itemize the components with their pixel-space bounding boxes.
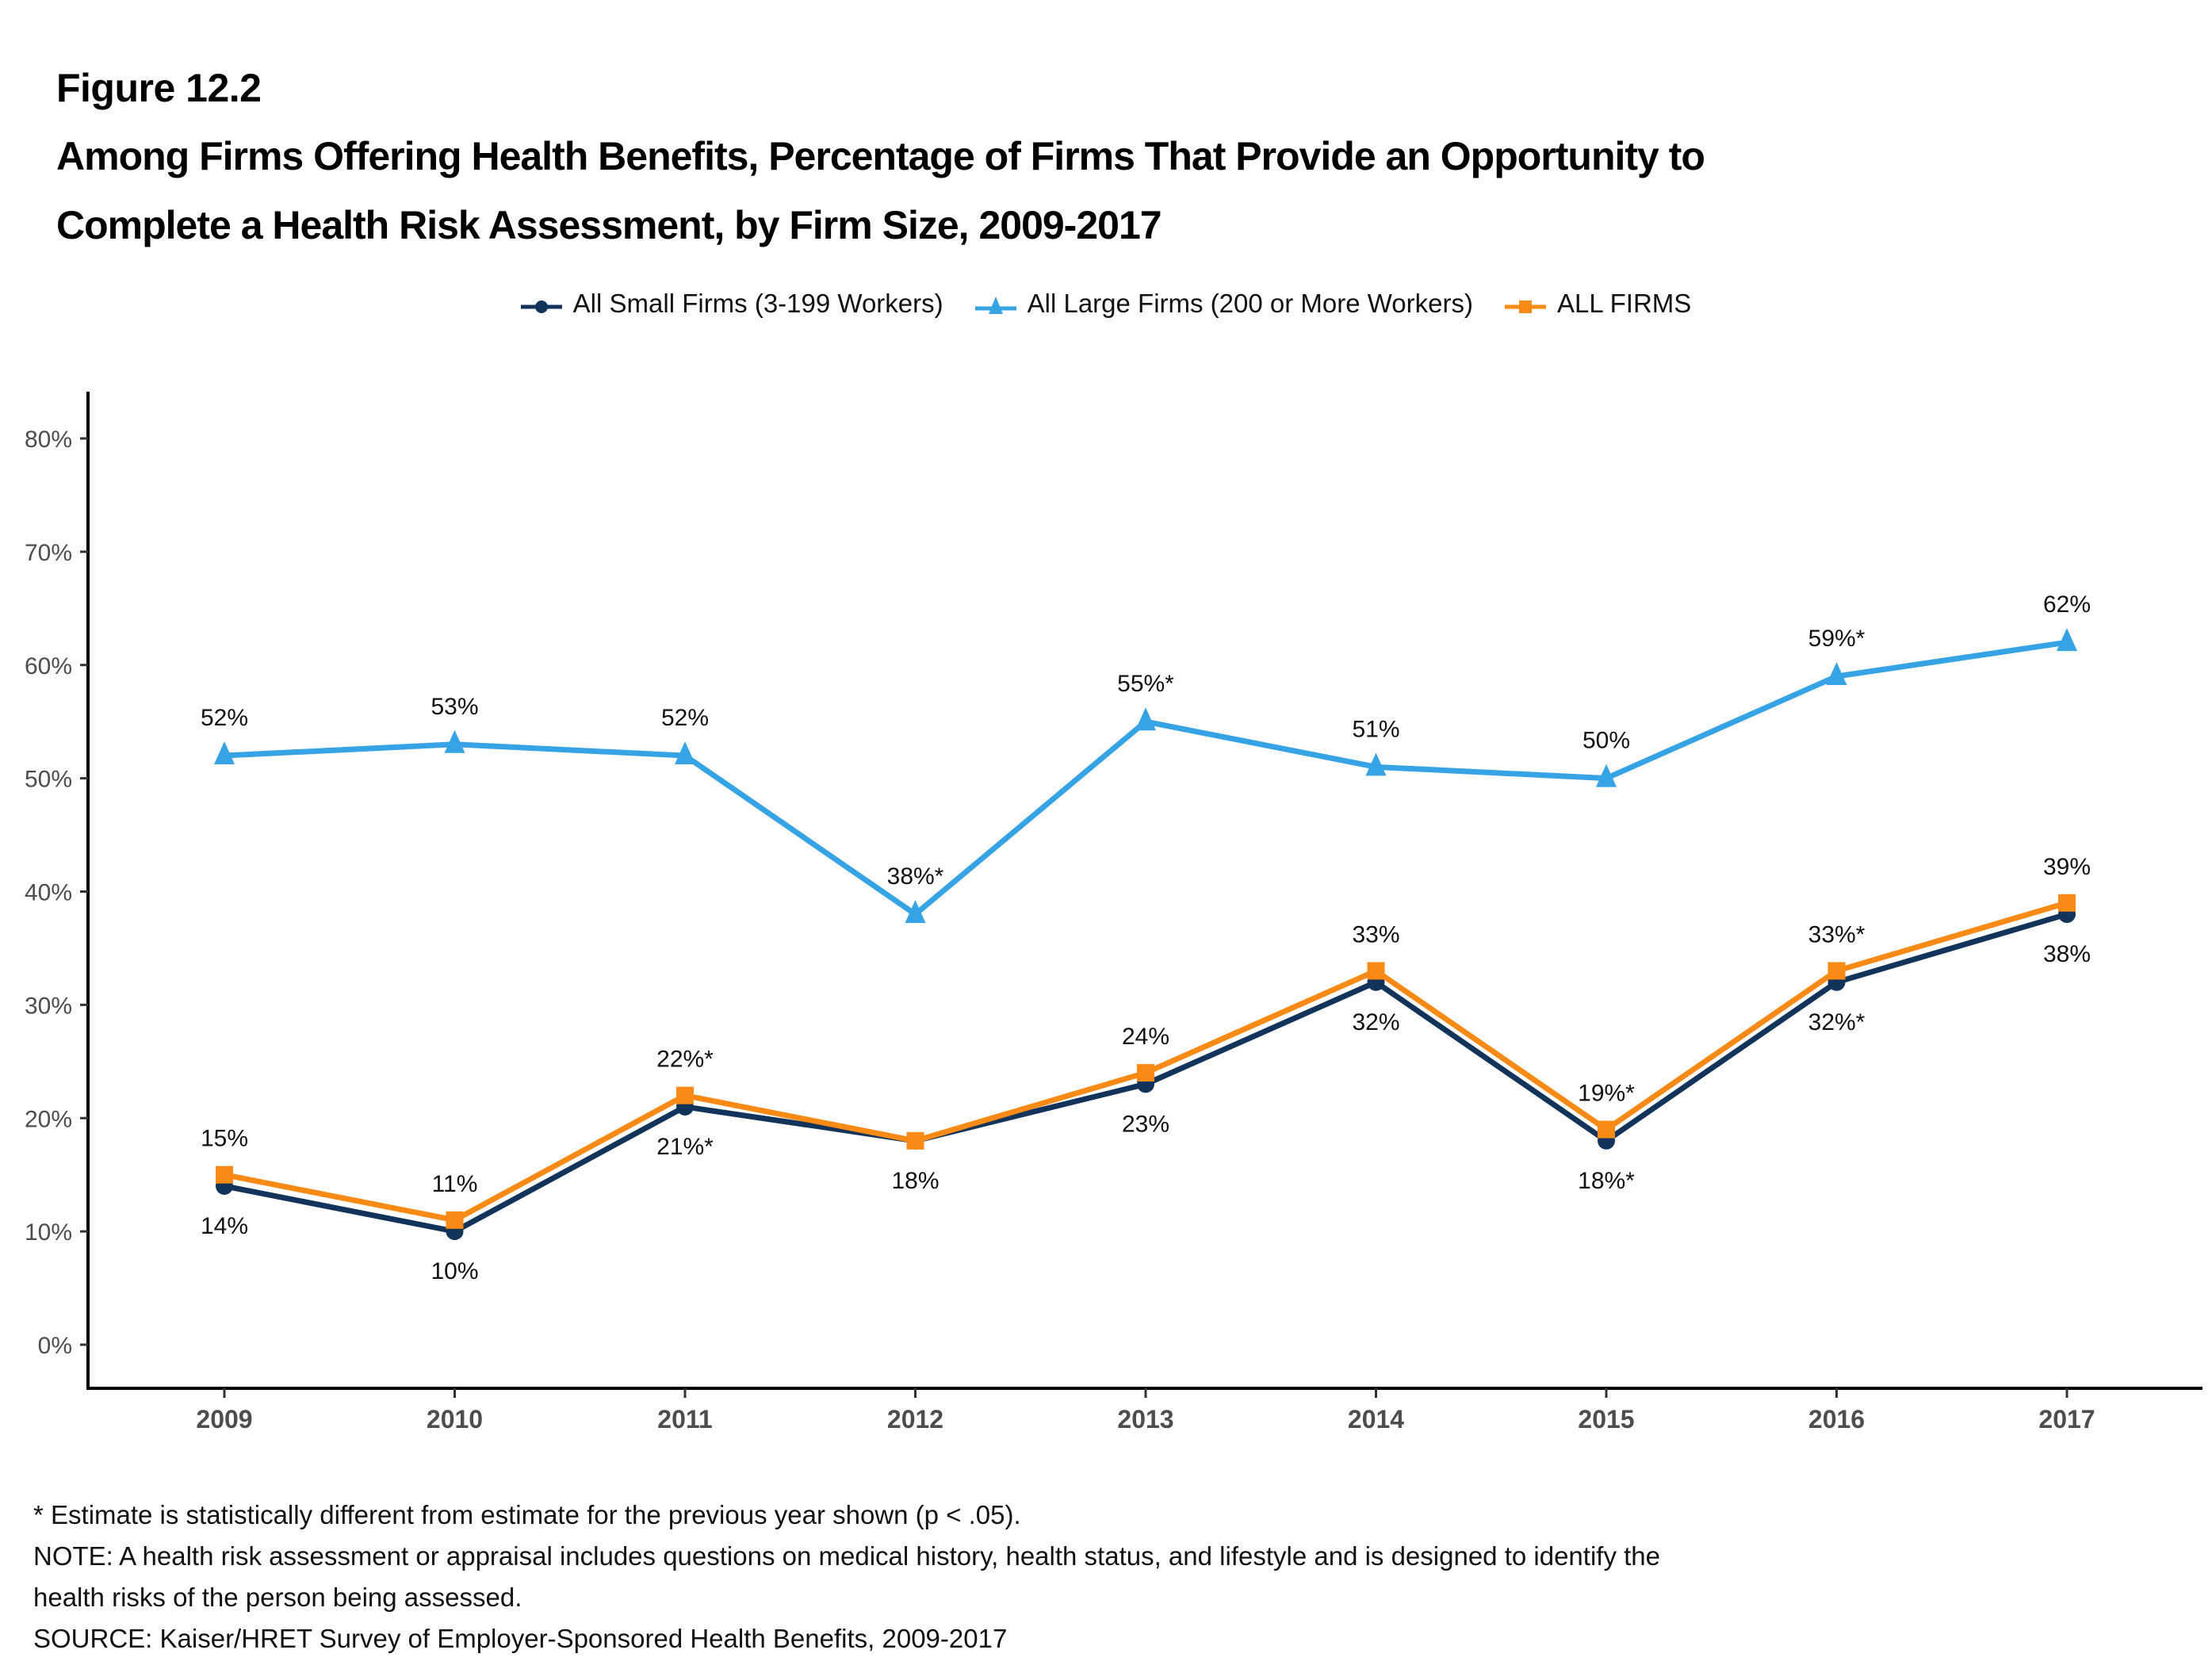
data-point-triangle [905, 900, 926, 924]
data-label: 32% [1352, 1009, 1399, 1035]
legend-item-all-firms: ALL FIRMS [1504, 289, 1692, 319]
data-label: 22%* [656, 1047, 714, 1073]
square-marker-icon [1504, 293, 1546, 314]
footnote-significance: * Estimate is statistically different fr… [33, 1500, 1021, 1529]
data-label: 51% [1352, 716, 1399, 742]
data-label: 11% [432, 1171, 478, 1197]
x-tick-label: 2012 [887, 1405, 943, 1433]
data-label: 38% [2043, 941, 2091, 967]
data-point-triangle [1596, 764, 1617, 787]
legend-item-large-firms: All Large Firms (200 or More Workers) [974, 289, 1473, 319]
data-label: 62% [2043, 591, 2091, 618]
y-tick-label: 50% [25, 767, 72, 793]
data-point-triangle [444, 729, 465, 753]
data-point-triangle [1365, 752, 1387, 776]
footnote-note-line-1: NOTE: A health risk assessment or apprai… [33, 1541, 1660, 1571]
data-label: 18%* [1578, 1168, 1635, 1194]
data-label: 53% [431, 694, 478, 720]
data-label: 19%* [1578, 1081, 1635, 1107]
legend-label: All Small Firms (3-199 Workers) [572, 289, 943, 318]
data-label: 50% [1582, 728, 1630, 754]
data-label: 55%* [1117, 671, 1174, 697]
data-label: 14% [201, 1213, 248, 1239]
data-point-triangle [1135, 707, 1156, 731]
data-label: 33% [1352, 922, 1399, 948]
x-tick-label: 2016 [1808, 1405, 1865, 1433]
data-label: 18% [891, 1168, 939, 1194]
chart-title-line-1: Among Firms Offering Health Benefits, Pe… [56, 134, 1705, 178]
x-tick-label: 2015 [1578, 1405, 1634, 1433]
legend-label: All Large Firms (200 or More Workers) [1027, 289, 1473, 318]
data-point-square [1827, 962, 1846, 980]
data-point-square [676, 1086, 694, 1104]
x-tick-label: 2010 [427, 1405, 483, 1433]
legend-label: ALL FIRMS [1556, 289, 1692, 318]
y-tick-label: 30% [25, 993, 72, 1019]
data-label: 10% [431, 1258, 478, 1284]
data-point-square [1367, 962, 1385, 980]
x-tick-label: 2011 [657, 1405, 712, 1433]
x-tick-label: 2017 [2038, 1405, 2095, 1433]
x-tick-label: 2013 [1117, 1405, 1173, 1433]
data-point-triangle [2057, 628, 2077, 652]
data-label: 33%* [1808, 922, 1866, 948]
circle-marker-icon [520, 293, 562, 314]
data-point-square [1598, 1120, 1615, 1139]
data-point-triangle [675, 741, 695, 765]
triangle-marker-icon [974, 293, 1016, 314]
y-tick-label: 80% [25, 427, 72, 453]
data-label: 32%* [1808, 1009, 1866, 1035]
data-point-square [906, 1131, 924, 1150]
footnote-note-line-2: health risks of the person being assesse… [33, 1583, 522, 1612]
data-point-square [216, 1166, 233, 1184]
data-label: 24% [1122, 1024, 1169, 1050]
series-line-square [224, 900, 2068, 1223]
legend: All Small Firms (3-199 Workers) All Larg… [0, 289, 2212, 319]
data-label: 15% [201, 1126, 248, 1152]
y-tick-label: 0% [38, 1333, 72, 1359]
data-point-square [446, 1211, 464, 1229]
footnotes: * Estimate is statistically different fr… [33, 1495, 1660, 1659]
data-point-triangle [1826, 662, 1847, 686]
data-label: 39% [2043, 854, 2091, 880]
y-tick-label: 20% [25, 1106, 72, 1132]
data-label: 59%* [1808, 626, 1866, 652]
x-tick-label: 2014 [1348, 1405, 1404, 1433]
data-label: 21%* [656, 1134, 714, 1160]
data-label: 52% [201, 705, 248, 731]
x-tick-label: 2009 [196, 1405, 252, 1433]
y-tick-label: 60% [25, 653, 72, 679]
y-tick-label: 70% [25, 540, 72, 566]
y-tick-label: 40% [25, 880, 72, 906]
legend-item-small-firms: All Small Firms (3-199 Workers) [520, 289, 943, 319]
figure-label: Figure 12.2 [56, 66, 262, 110]
data-label: 23% [1122, 1111, 1169, 1137]
data-point-square [1137, 1064, 1154, 1082]
chart-title-line-2: Complete a Health Risk Assessment, by Fi… [56, 203, 1162, 247]
data-point-square [2058, 894, 2076, 912]
data-label: 52% [661, 705, 709, 731]
data-point-triangle [214, 741, 235, 765]
data-label: 38%* [887, 863, 944, 890]
y-tick-label: 10% [25, 1219, 72, 1246]
footnote-source: SOURCE: Kaiser/HRET Survey of Employer-S… [33, 1624, 1008, 1653]
